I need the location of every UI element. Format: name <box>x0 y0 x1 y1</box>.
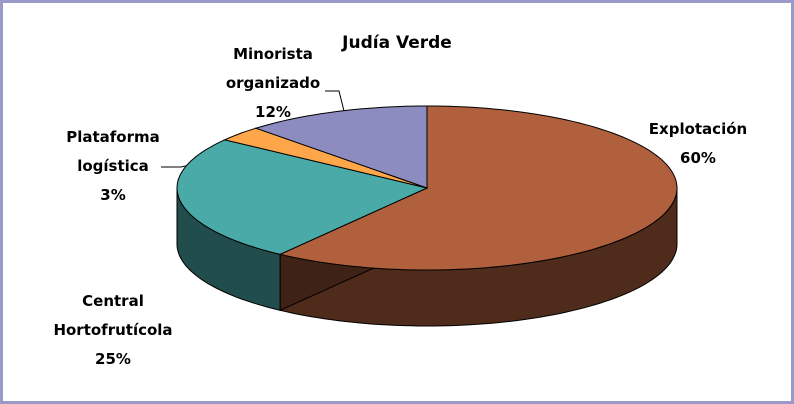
slice <box>223 127 428 189</box>
value-label: 25% <box>95 350 131 368</box>
slice <box>176 139 429 255</box>
value-label: 3% <box>100 186 126 204</box>
category-label: Explotación <box>648 120 748 138</box>
category-label: Minorista organizado <box>225 45 321 92</box>
category-label: Plataforma logística <box>66 128 160 175</box>
category-label: Central Hortofrutícola <box>53 292 173 339</box>
value-label: 60% <box>680 149 716 167</box>
slice <box>254 105 428 189</box>
chart-title: Judía Verde <box>342 33 452 53</box>
slice-label: Minorista organizado 12% <box>213 40 333 127</box>
pie-area <box>161 90 678 327</box>
slice <box>278 105 678 271</box>
slice-label: Explotación 60% <box>623 115 773 173</box>
slice-label: Plataforma logística 3% <box>53 123 173 210</box>
value-label: 12% <box>255 103 291 121</box>
slice-label: Central Hortofrutícola 25% <box>38 287 188 374</box>
